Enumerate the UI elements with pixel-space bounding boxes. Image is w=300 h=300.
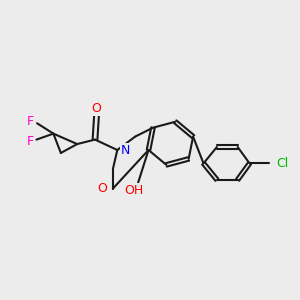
Text: F: F — [27, 115, 34, 128]
Text: F: F — [26, 135, 34, 148]
Text: OH: OH — [124, 184, 143, 196]
Text: O: O — [92, 102, 101, 115]
Text: Cl: Cl — [276, 157, 289, 170]
Text: O: O — [97, 182, 107, 195]
Text: N: N — [120, 143, 130, 157]
